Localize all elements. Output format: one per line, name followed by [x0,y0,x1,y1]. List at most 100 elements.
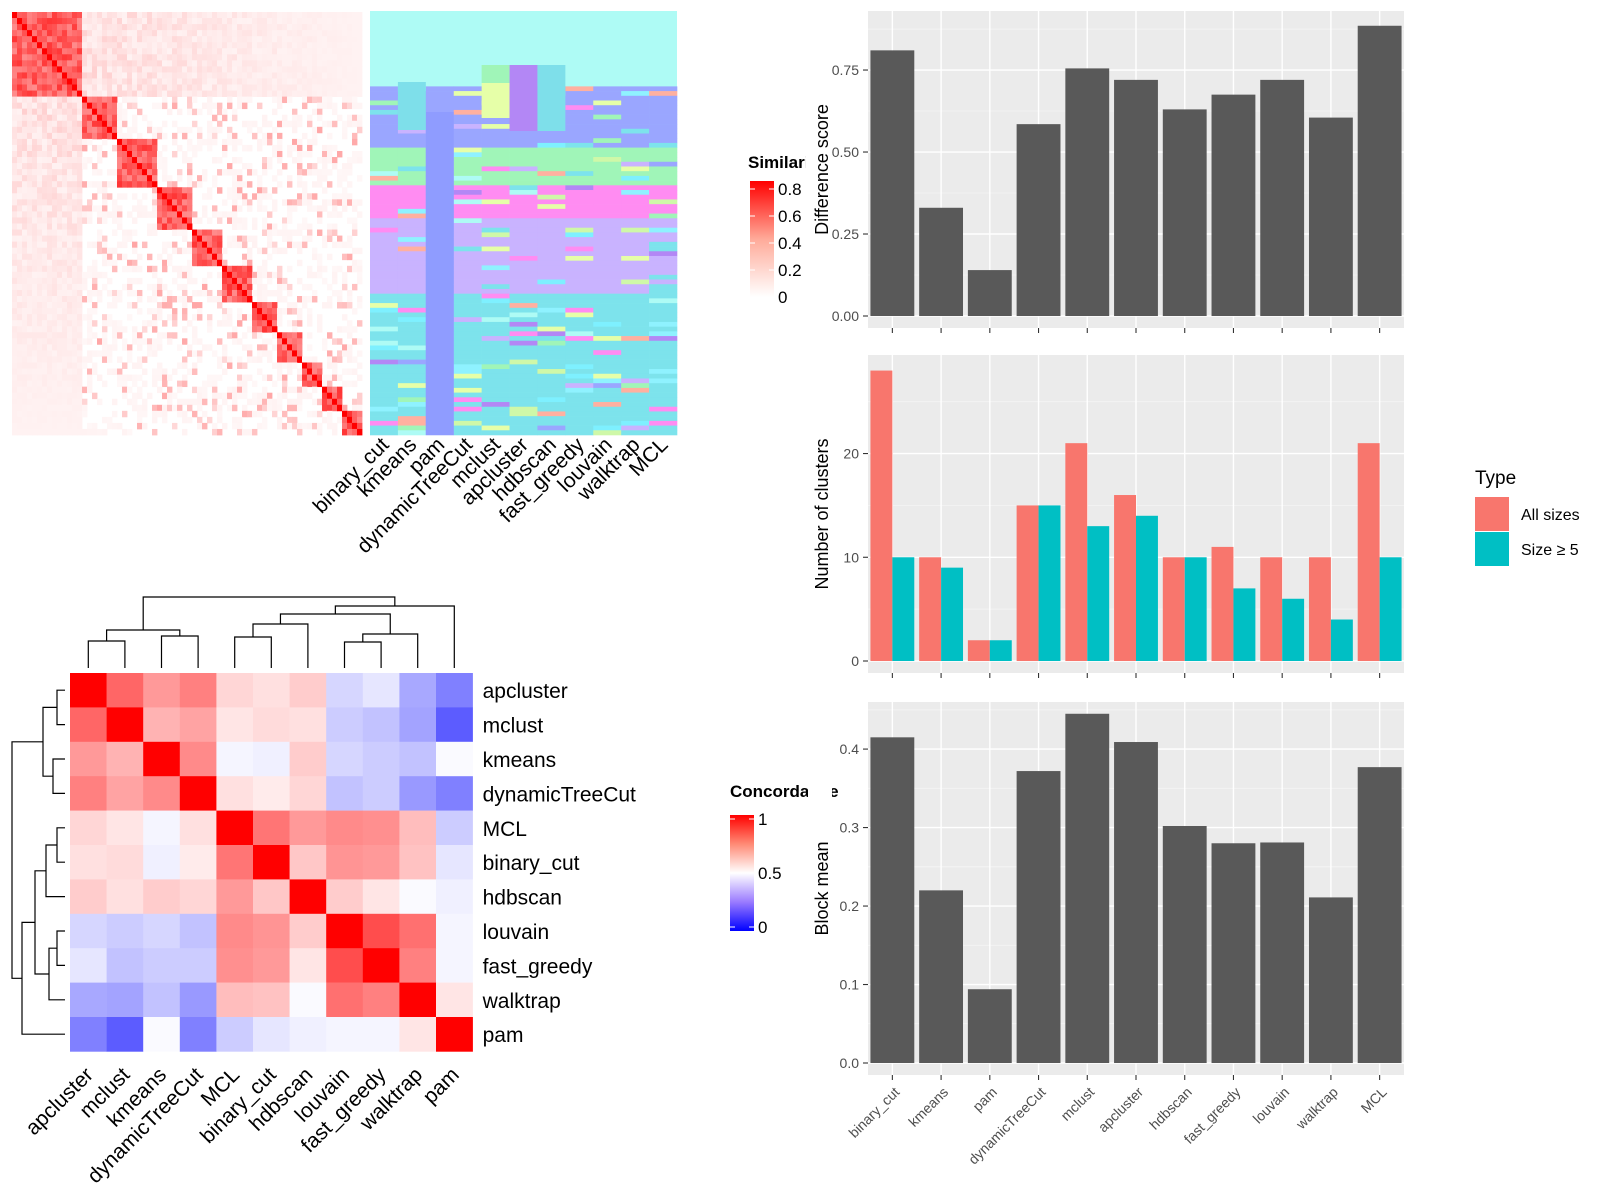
x-tick-label: kmeans [905,1084,951,1130]
heatmap-cell [326,1017,364,1052]
concordance-row-label: dynamicTreeCut [483,783,636,806]
concordance-col-labels: apclustermclustkmeansdynamicTreeCutMCLbi… [21,1063,464,1188]
heatmap-cell [326,741,364,777]
bar [1065,68,1110,316]
block-mean-chart: 0.0 0.1 0.2 0.3 0.4 Block mean [812,702,1404,1080]
concordance-heatmap [70,673,473,1052]
concordance-row-label: hdbscan [483,887,562,910]
bar [1357,25,1402,316]
heatmap-cell [216,673,254,708]
heatmap-cell [179,810,217,846]
similarity-legend-gradient [750,181,774,297]
bar-all-sizes [1114,495,1136,661]
heatmap-cell [253,707,290,743]
heatmap-cell [106,879,144,915]
concordance-row-labels: apcluster mclust kmeans dynamicTreeCut MCL bi… [482,680,636,1047]
heatmap-cell [436,741,473,777]
bar [1114,742,1158,1063]
bar [1260,842,1305,1063]
heatmap-cell [216,913,254,949]
bar-all-sizes [1211,546,1234,661]
bar [1162,109,1207,316]
bar-all-sizes [1260,557,1283,661]
bar-size-ge-5 [1038,505,1061,661]
similarity-legend: Similarity 0 0.2 0.4 0.6 0.8 [748,153,825,307]
y-tick-label: 0.75 [832,62,859,78]
heatmap-cell [106,1017,144,1052]
heatmap-cell [436,948,473,983]
bar-size-ge-5 [1330,619,1353,661]
heatmap-cell [362,948,400,983]
heatmap-cell [436,913,473,949]
y-tick-label: 0.0 [840,1055,860,1071]
heatmap-cell [399,845,437,880]
bar [919,207,964,316]
heatmap-cell [326,913,364,949]
heatmap-cell [106,673,144,708]
similarity-legend-tick: 0 [778,288,787,307]
membership-column-labels: binary_cutkmeanspamdynamicTreeCutmclusta… [309,433,673,558]
bar-size-ge-5 [1233,588,1256,661]
heatmap-cell [362,982,400,1018]
difference-score-chart: 0.00 0.25 0.50 0.75 Difference score [812,11,1404,333]
y-axis-label: Block mean [812,841,832,935]
heatmap-cell [216,810,254,846]
heatmap-cell [289,1017,327,1052]
heatmap-cell [106,776,144,811]
bar-size-ge-5 [892,557,915,661]
heatmap-cell [70,879,107,915]
heatmap-cell [436,1017,473,1052]
legend-label-size-ge-5: Size ≥ 5 [1521,542,1579,559]
heatmap-cell [326,982,364,1018]
heatmap-cell [106,982,144,1018]
bar-size-ge-5 [1136,515,1158,661]
x-tick-label: mclust [1057,1084,1097,1124]
heatmap-cell [326,707,364,743]
heatmap-cell [143,810,181,846]
y-tick-label: 0 [851,653,859,669]
heatmap-cell [399,776,437,811]
heatmap-cell [436,845,473,880]
heatmap-cell [399,673,437,708]
bar [1016,124,1061,317]
heatmap-cell [143,1017,181,1052]
heatmap-cell [253,948,290,983]
heatmap-cell [362,913,400,949]
heatmap-cell [253,845,290,880]
heatmap-cell [70,776,107,811]
heatmap-cell [179,879,217,915]
y-tick-label: 0.3 [840,820,860,836]
bar [870,50,915,316]
bar [1065,713,1110,1063]
y-axis-label: Number of clusters [812,438,832,589]
heatmap-cell [106,845,144,880]
y-tick-label: 10 [843,549,859,565]
concordance-row-label: MCL [483,818,527,841]
concordance-dendrogram-left [11,689,65,1035]
heatmap-cell [289,913,327,949]
bar-all-sizes [870,370,893,661]
similarity-matrix [12,12,363,436]
heatmap-cell [179,707,217,743]
bar [1308,117,1353,316]
heatmap-cell [70,948,107,983]
legend-label-all-sizes: All sizes [1521,507,1580,524]
heatmap-cell [216,845,254,880]
x-tick-label: MCL [1358,1084,1390,1116]
heatmap-cell [70,982,107,1018]
type-legend: Type All sizes Size ≥ 5 [1475,468,1580,566]
heatmap-cell [216,741,254,777]
legend-swatch-all-sizes [1475,497,1509,531]
y-tick-label: 0.2 [840,898,860,914]
heatmap-cell [216,1017,254,1052]
heatmap-cell [399,982,437,1018]
y-tick-label: 0.50 [832,144,859,160]
bar [1211,94,1256,316]
heatmap-cell [289,845,327,880]
similarity-legend-tick: 0.8 [778,180,802,199]
heatmap-cell [326,879,364,915]
similarity-legend-title: Similarity [748,153,825,172]
bar-size-ge-5 [941,567,964,661]
bar [1357,767,1402,1063]
concordance-row-label: apcluster [483,680,568,703]
